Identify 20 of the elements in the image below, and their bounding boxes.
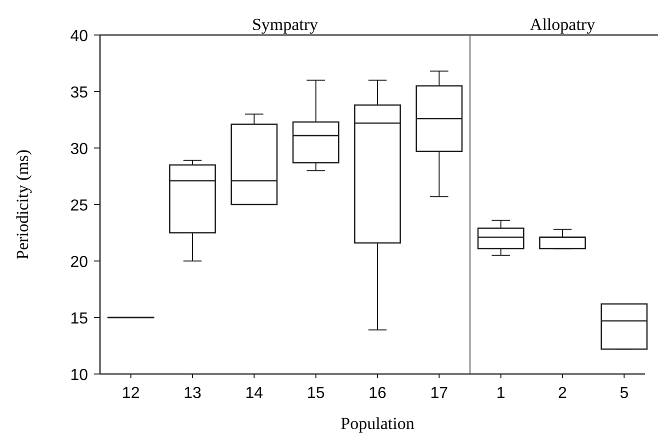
y-tick-label: 30: [70, 141, 88, 158]
x-tick-label: 17: [430, 385, 448, 402]
x-tick-label: 16: [368, 385, 386, 402]
x-tick-label: 12: [122, 385, 140, 402]
y-tick-label: 20: [70, 254, 88, 271]
y-tick-label: 10: [70, 367, 88, 384]
x-tick-label: 1: [496, 385, 506, 402]
x-tick-label: 15: [306, 385, 325, 402]
x-tick-label: 2: [558, 385, 568, 402]
y-tick-label: 40: [70, 28, 88, 45]
y-axis-title: Periodicity (ms): [13, 149, 32, 260]
chart-title: Sympatry: [252, 15, 319, 34]
x-tick-label: 14: [245, 385, 264, 402]
chart-title: Allopatry: [530, 15, 596, 34]
y-tick-label: 15: [70, 310, 88, 328]
y-tick-label: 35: [70, 84, 88, 102]
x-tick-label: 5: [620, 385, 629, 402]
y-tick-label: 25: [70, 198, 88, 214]
x-tick-label: 13: [184, 385, 202, 402]
x-axis-title: Population: [340, 414, 415, 433]
